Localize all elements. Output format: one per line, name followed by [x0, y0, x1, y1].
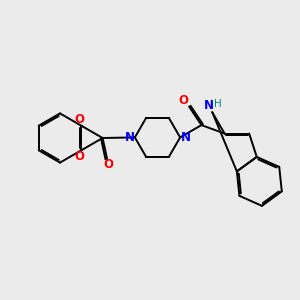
- Text: O: O: [103, 158, 114, 171]
- Text: O: O: [179, 94, 189, 107]
- Text: O: O: [75, 150, 85, 164]
- Text: H: H: [214, 99, 222, 109]
- Text: N: N: [181, 131, 190, 144]
- Text: N: N: [124, 131, 134, 144]
- Text: N: N: [204, 99, 214, 112]
- Text: O: O: [75, 112, 85, 126]
